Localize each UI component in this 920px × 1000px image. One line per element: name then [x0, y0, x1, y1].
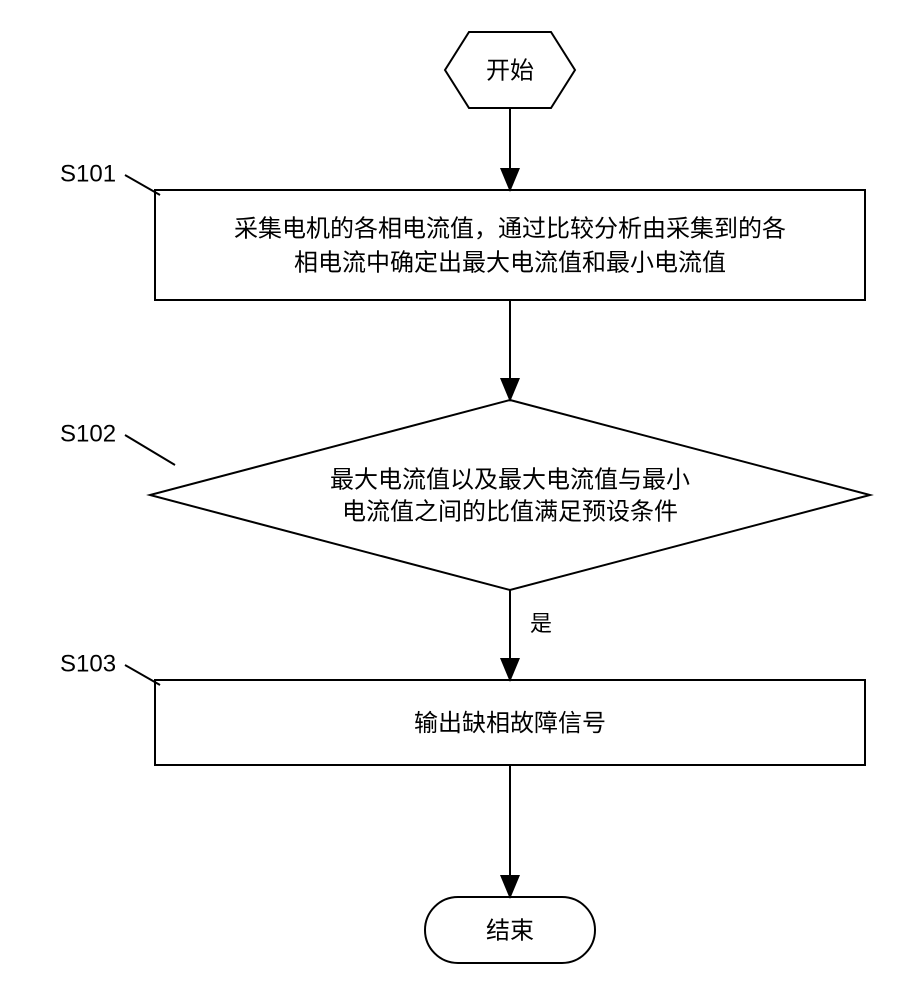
label-leader	[125, 665, 160, 685]
svg-text:S102: S102	[60, 420, 116, 447]
process-node-s101	[155, 190, 865, 300]
label-leader	[125, 435, 175, 465]
svg-text:电流值之间的比值满足预设条件: 电流值之间的比值满足预设条件	[342, 498, 678, 525]
svg-text:结束: 结束	[486, 917, 534, 944]
svg-text:S103: S103	[60, 650, 116, 677]
svg-text:最大电流值以及最大电流值与最小: 最大电流值以及最大电流值与最小	[330, 466, 690, 493]
svg-text:开始: 开始	[486, 57, 534, 84]
svg-text:采集电机的各相电流值，通过比较分析由采集到的各: 采集电机的各相电流值，通过比较分析由采集到的各	[234, 215, 786, 242]
svg-text:输出缺相故障信号: 输出缺相故障信号	[414, 710, 606, 737]
svg-text:相电流中确定出最大电流值和最小电流值: 相电流中确定出最大电流值和最小电流值	[294, 249, 726, 276]
flowchart-diagram: 开始采集电机的各相电流值，通过比较分析由采集到的各相电流中确定出最大电流值和最小…	[0, 0, 920, 1000]
decision-node	[150, 400, 870, 590]
svg-text:S101: S101	[60, 160, 116, 187]
label-leader	[125, 175, 160, 195]
svg-text:是: 是	[530, 611, 552, 636]
